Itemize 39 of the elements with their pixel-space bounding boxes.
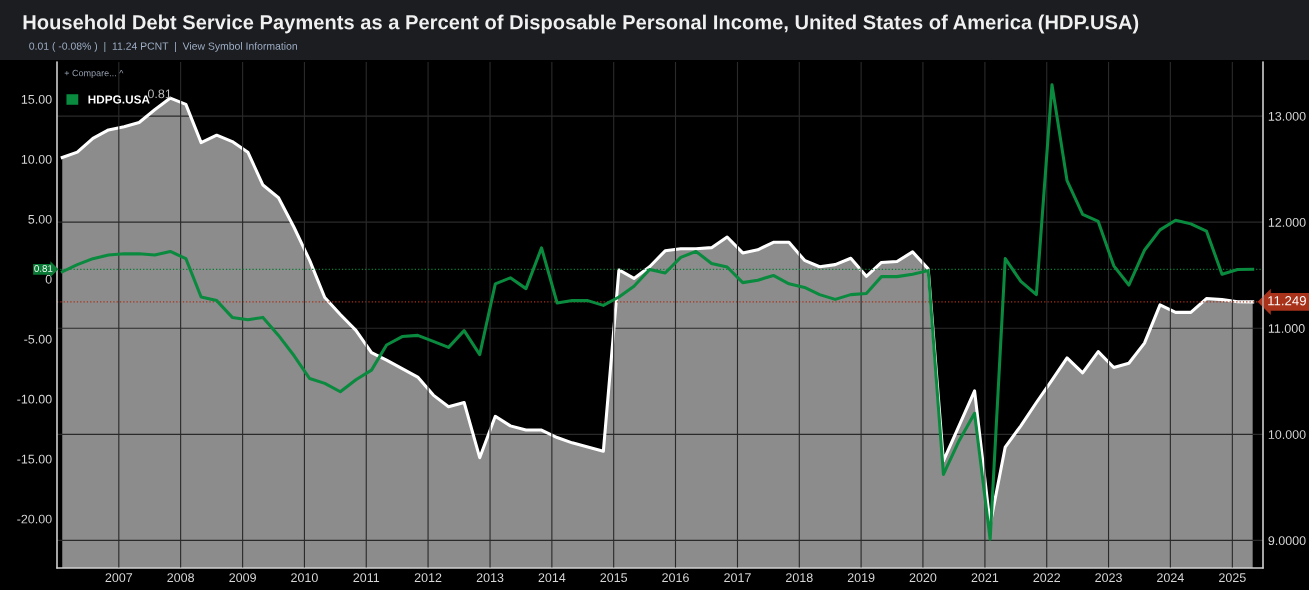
x-tick-label: 2017 [724, 573, 751, 583]
y-tick-label: 15.00 [21, 94, 52, 104]
legend-label: HDPG.USA [88, 95, 150, 104]
x-tick-label: 2012 [414, 573, 442, 583]
y-tick-label: -10.00 [17, 394, 52, 404]
x-tick-label: 2021 [971, 573, 999, 583]
x-tick-label: 2016 [662, 573, 689, 583]
x-tick-label: 2024 [1157, 573, 1184, 583]
x-tick-label: 2010 [291, 573, 318, 583]
x-tick-label: 2020 [909, 573, 937, 583]
y2-tick-label: 11.000 [1268, 324, 1305, 333]
x-tick-label: 2025 [1219, 573, 1246, 583]
y-tick-label: 5.00 [28, 214, 52, 224]
x-tick-label: 2008 [167, 573, 194, 583]
x-tick-label: 2023 [1095, 573, 1122, 583]
x-tick-label: 2022 [1033, 573, 1061, 583]
x-tick-label: 2009 [229, 573, 256, 583]
y-tick-label: 10.00 [21, 154, 52, 164]
x-tick-label: 2013 [476, 573, 504, 583]
x-tick-label: 2011 [353, 573, 380, 583]
ref-line-label: 11.249 [1268, 296, 1306, 306]
x-tick-label: 2007 [105, 573, 133, 583]
chart-subtitle: 0.01 ( -0.08% ) | 11.24 PCNT | View Symbol Information [29, 42, 297, 52]
y-tick-label: 0 [45, 274, 52, 284]
x-tick-label: 2014 [538, 573, 566, 583]
annotation: 0.81 [147, 89, 172, 99]
y2-tick-label: 12.000 [1268, 217, 1306, 227]
x-tick-label: 2019 [847, 573, 875, 583]
y2-tick-label: 9.0000 [1268, 536, 1306, 546]
ref-line-label: 0.81 [34, 265, 53, 272]
annotation: + Compare... ^ [64, 69, 124, 79]
x-tick-label: 2015 [600, 573, 628, 583]
y-tick-label: -20.00 [17, 514, 52, 524]
y2-tick-label: 13.000 [1268, 111, 1306, 121]
y2-tick-label: 10.000 [1268, 430, 1306, 439]
y-tick-label: -15.00 [17, 454, 52, 464]
x-tick-label: 2018 [786, 573, 813, 583]
y-tick-label: -5.00 [24, 334, 52, 344]
chart-title: Household Debt Service Payments as a Percent of Disposable Personal Income, United States of America (HDP.USA) [23, 14, 1139, 34]
